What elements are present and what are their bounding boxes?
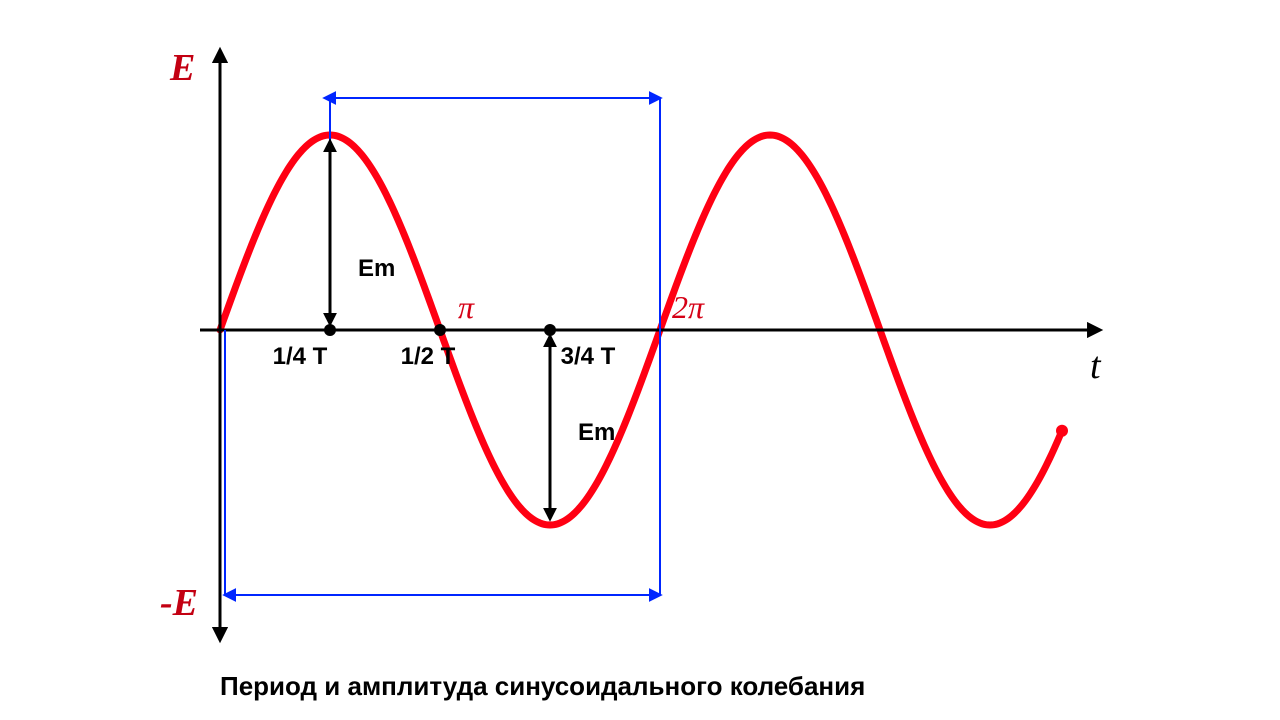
label-pi: π — [458, 289, 475, 325]
label-E: E — [169, 47, 195, 89]
label-2pi: 2π — [672, 289, 705, 325]
label-t: t — [1090, 345, 1102, 387]
sine-period-amplitude-diagram: E -E t π 2π 1/4 T 1/2 T 3/4 T Em Em Период и ампли… — [0, 0, 1280, 720]
label-threequarterT: 3/4 T — [561, 343, 616, 370]
label-Em-up: Em — [358, 255, 395, 282]
tick-dot-2 — [544, 324, 556, 336]
tick-dot-1 — [434, 324, 446, 336]
label-quarterT: 1/4 T — [273, 343, 328, 370]
label-Em-down: Em — [578, 419, 615, 446]
sine-end-dot — [1056, 425, 1068, 437]
caption: Период и амплитуда синусоидального колеб… — [220, 671, 865, 701]
label-minus-E: -E — [160, 582, 198, 624]
tick-dot-0 — [324, 324, 336, 336]
label-halfT: 1/2 T — [401, 343, 456, 370]
